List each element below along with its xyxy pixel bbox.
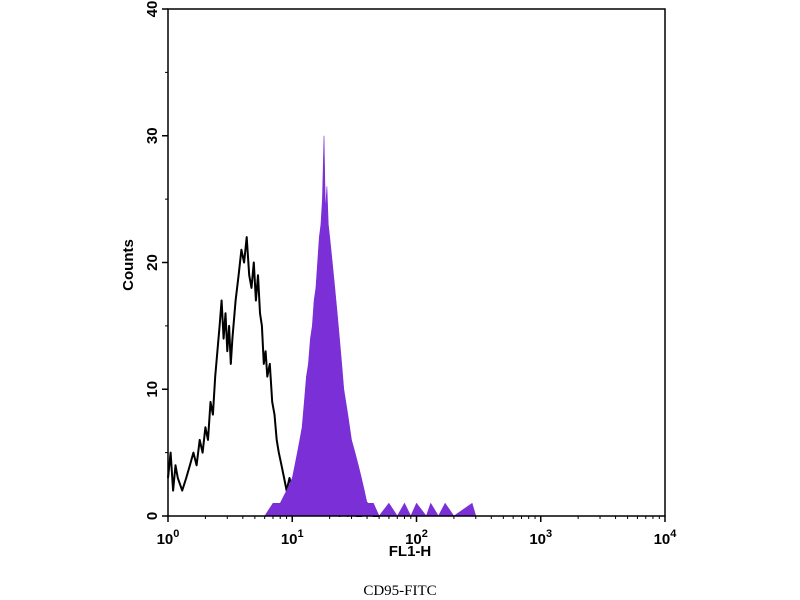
x-axis-ticks [167,516,666,522]
y-axis-title: Counts [120,239,137,291]
y-tick-label: 0 [144,512,161,520]
x-axis-title: FL1-H [389,543,432,560]
x-tick-label: 104 [654,528,678,548]
series-filled-histogram [264,135,477,517]
x-tick-label: 101 [281,528,304,548]
x-tick-label: 103 [529,528,552,548]
y-tick-label: 30 [144,127,161,144]
y-tick-label: 10 [144,381,161,398]
plot-frame [167,8,666,517]
x-tick-labels: 100 101 102 103 104 [157,528,678,548]
series-layer [167,135,477,517]
chart-caption: CD95-FITC [363,583,437,599]
y-tick-label: 40 [144,1,161,18]
x-tick-label: 102 [405,528,428,548]
y-axis-ticks [162,8,168,517]
y-tick-labels: 0 10 20 30 40 [144,1,161,521]
y-tick-label: 20 [144,254,161,271]
x-tick-label: 100 [157,528,180,548]
